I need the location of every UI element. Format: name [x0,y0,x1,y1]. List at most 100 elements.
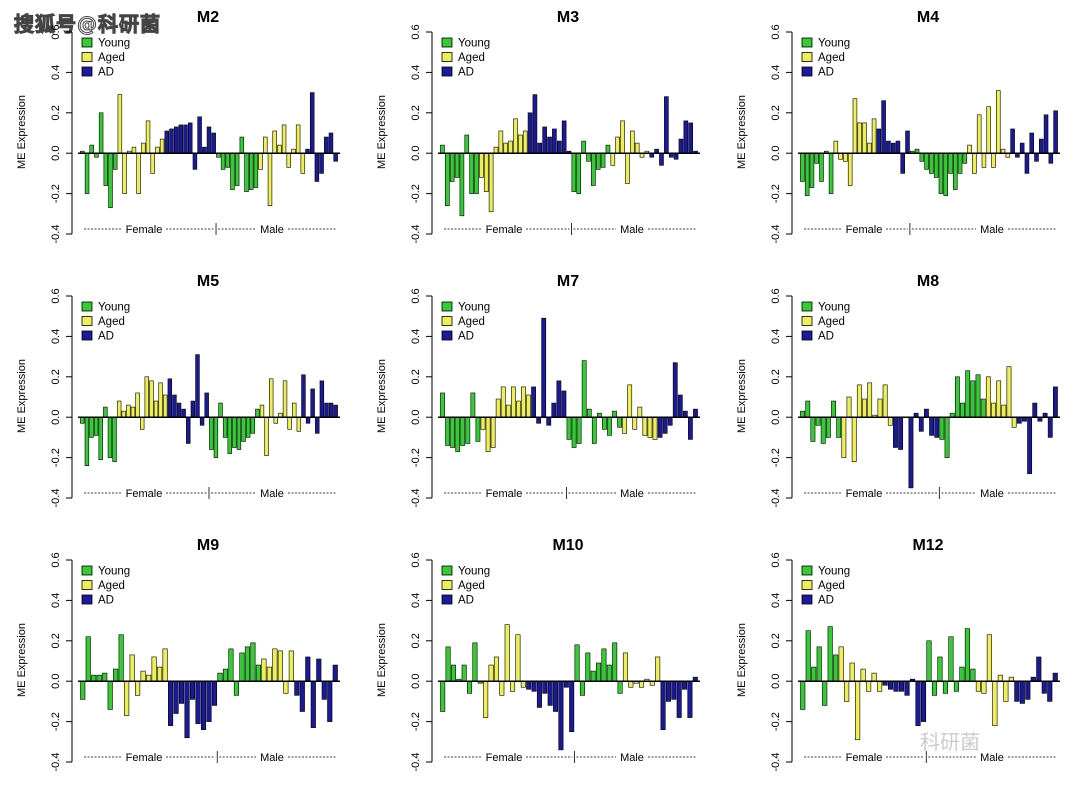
legend-label: Young [818,38,850,50]
bar [581,360,587,418]
legend-swatch [801,316,813,326]
bar [561,120,567,154]
bar [659,152,664,166]
chart-panel: M9 -0.4 -0.2 0.0 0.2 0.4 0.6 ME Expression Young… [16,537,340,771]
bar [269,378,274,418]
bar [521,386,526,418]
legend-label: Aged [458,52,485,64]
legend-label: AD [458,67,474,79]
bar [469,152,474,194]
bar [596,662,602,682]
bar [617,416,622,428]
bar [445,416,450,446]
bar [213,416,219,458]
y-axis-label: ME Expression [16,95,28,169]
bar [286,152,291,168]
bar [682,680,688,690]
bar [898,416,904,450]
bar [844,680,850,702]
bar [632,416,638,430]
bar [272,130,277,154]
bar [547,136,552,154]
bar [852,98,858,154]
y-tick-label: -0.4 [50,753,62,772]
y-tick-label: -0.2 [410,448,422,467]
bar [612,410,617,418]
bar [805,630,811,682]
bar [591,416,597,444]
bar [882,384,888,418]
chart-title: M2 [197,9,219,26]
bar [556,380,562,418]
bar [113,668,119,682]
bar [893,416,898,448]
bar [292,402,297,418]
legend-label: AD [818,331,834,343]
bar [890,142,896,154]
bar [965,370,971,418]
bar [647,416,653,438]
legend-swatch [441,301,453,312]
bar [551,402,557,418]
bar [970,380,976,418]
bar [197,116,202,154]
bar [997,674,1003,682]
bar [991,402,996,418]
bar [130,406,136,418]
bar [967,144,972,154]
y-tick-label: 0.6 [410,552,422,567]
bar [140,416,145,430]
bar [503,142,509,154]
bar [563,680,569,688]
bar [610,152,616,166]
chart-panel: M5 -0.4 -0.2 0.0 0.2 0.4 0.6 ME Expression Young… [16,273,340,507]
chart-title: M5 [197,273,219,290]
bar [816,646,822,682]
bar [905,130,910,154]
bar [168,680,174,726]
bar [305,656,311,682]
bar [918,416,924,432]
bar [282,380,288,418]
chart-title: M3 [557,9,579,26]
bar [199,416,205,426]
bar [586,408,592,418]
bar [440,392,445,418]
bar [1019,680,1025,704]
bar [450,664,456,682]
chart-panel: M7 -0.4 -0.2 0.0 0.2 0.4 0.6 ME Expression Young… [376,273,700,507]
bar [975,374,981,418]
y-tick-label: 0.2 [410,633,422,648]
bar [590,670,596,682]
bar [579,680,585,696]
bar [953,680,959,692]
bar [163,394,168,418]
bar [259,404,265,418]
bar [505,404,511,418]
bar [866,680,872,692]
bar [173,126,179,154]
bar [612,642,618,682]
y-axis-label: ME Expression [736,623,748,697]
bar [225,152,230,168]
bar [263,136,268,154]
bar [440,144,445,154]
bar [162,648,168,682]
group-label-male: Male [980,224,1004,236]
bar [232,416,237,448]
bar [838,646,844,682]
bar [986,106,991,154]
bar [846,396,852,418]
bar [283,680,289,694]
y-tick-label: -0.4 [50,225,62,244]
bar [886,140,891,154]
bar [510,680,516,692]
bar [495,398,501,418]
bar [287,416,292,430]
bar [500,386,506,418]
bar [234,152,240,186]
bar [1034,152,1039,162]
bar [508,140,513,154]
y-tick-label: 0.0 [50,410,62,425]
group-label-male: Male [980,488,1004,500]
